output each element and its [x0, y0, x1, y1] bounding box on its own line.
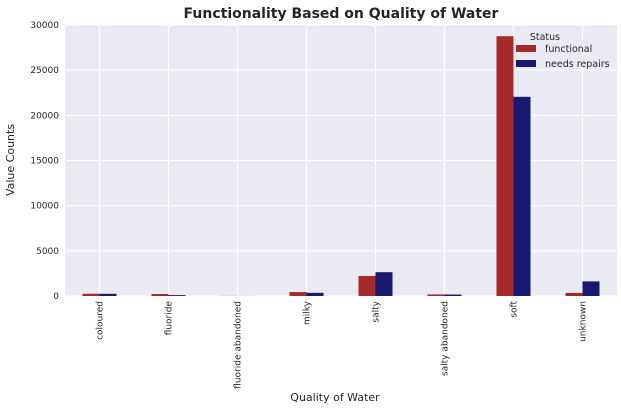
bar-needs-repairs-salty [376, 272, 393, 296]
bar-functional-coloured [83, 294, 100, 296]
chart-title: Functionality Based on Quality of Water [184, 6, 499, 22]
y-tick-label: 0 [53, 292, 59, 302]
y-tick-label: 20000 [30, 111, 59, 121]
legend-label-needs-repairs: needs repairs [545, 59, 610, 70]
legend-swatch-needs-repairs [516, 60, 536, 67]
x-tick-label: fluoride [165, 301, 175, 336]
x-axis-label: Quality of Water [290, 391, 380, 404]
y-tick-label: 25000 [30, 66, 59, 76]
bar-functional-fluoride [152, 294, 169, 296]
y-axis-label: Value Counts [4, 124, 17, 196]
x-tick-label: unknown [579, 301, 589, 342]
bar-needs-repairs-milky [307, 293, 324, 296]
x-tick-labels: coloured fluoride fluoride abandoned milky s… [96, 300, 589, 388]
x-tick-label: milky [303, 300, 313, 325]
y-tick-label: 5000 [36, 247, 59, 257]
bar-functional-soft [497, 36, 514, 296]
bar-needs-repairs-fluoride [169, 295, 186, 296]
bar-functional-salty [359, 276, 376, 296]
legend-label-functional: functional [545, 44, 592, 55]
bar-needs-repairs-unknown [583, 281, 600, 296]
y-tick-labels: 0 5000 10000 15000 20000 25000 30000 [30, 21, 59, 302]
bar-needs-repairs-coloured [100, 294, 117, 296]
x-tick-label: fluoride abandoned [234, 301, 244, 389]
bar-functional-unknown [566, 293, 583, 296]
y-tick-label: 30000 [30, 21, 59, 31]
bar-functional-milky [290, 292, 307, 296]
x-tick-label: salty [372, 300, 382, 322]
bar-needs-repairs-soft [514, 97, 531, 296]
legend-title: Status [530, 32, 560, 43]
bar-functional-salty-abandoned [428, 294, 445, 296]
x-tick-label: salty abandoned [441, 301, 451, 376]
y-tick-label: 15000 [30, 157, 59, 167]
legend-swatch-functional [516, 45, 536, 52]
x-tick-label: coloured [96, 301, 106, 340]
bar-needs-repairs-salty-abandoned [445, 295, 462, 296]
x-tick-label: soft [510, 301, 520, 318]
y-tick-label: 10000 [30, 202, 59, 212]
